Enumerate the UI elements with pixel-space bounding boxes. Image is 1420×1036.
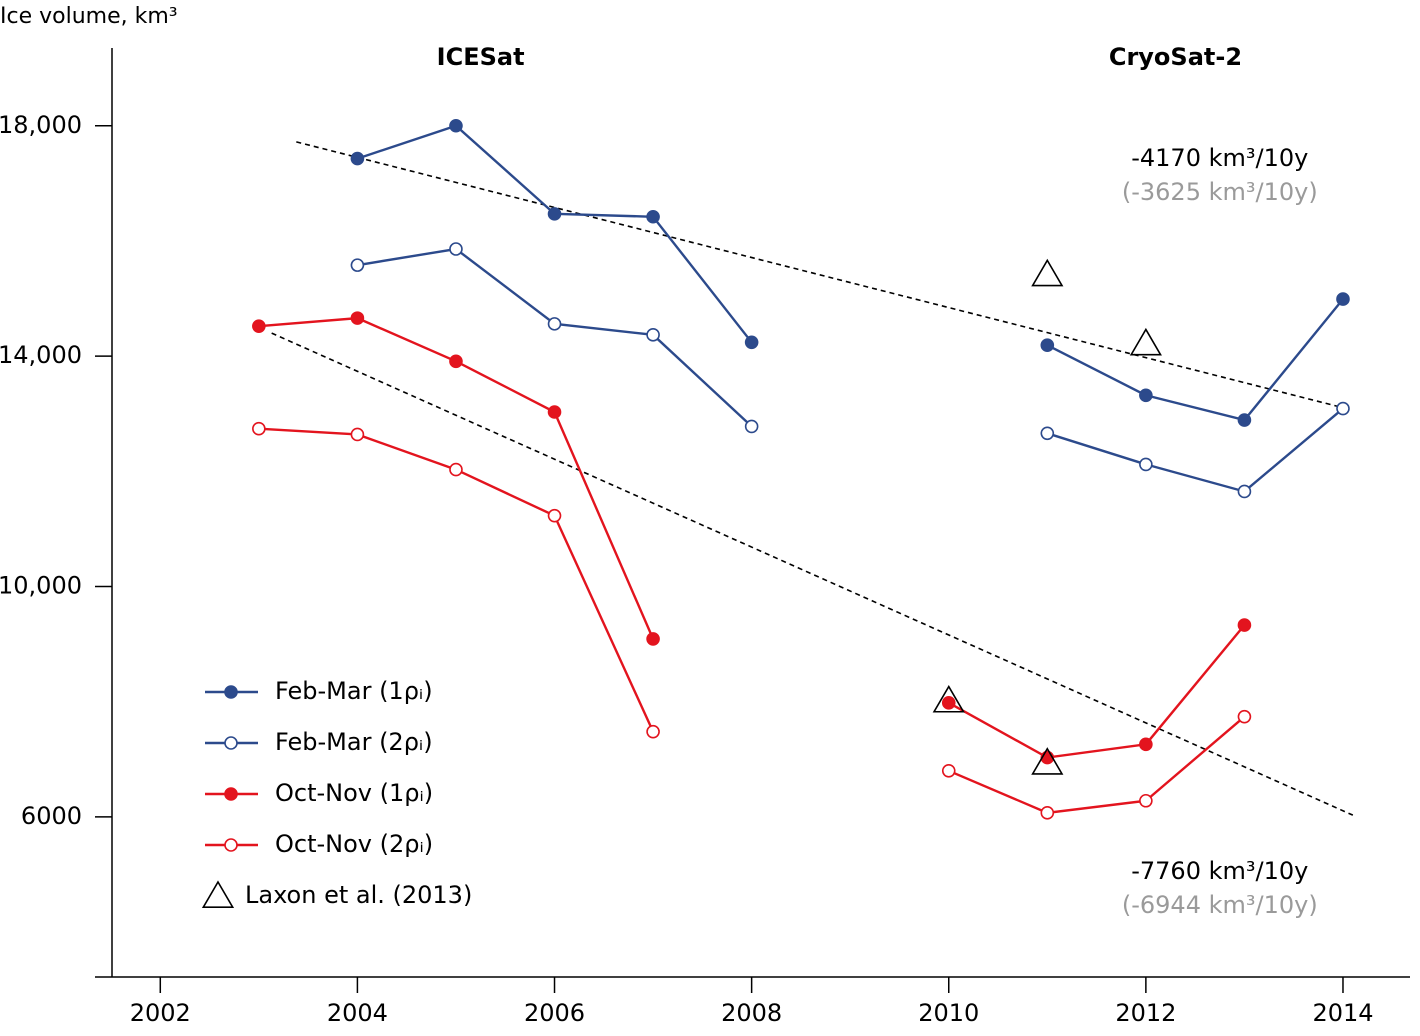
data-point — [1129, 327, 1162, 356]
data-point — [1040, 806, 1055, 820]
data-point — [1237, 709, 1252, 724]
data-point — [547, 405, 562, 419]
data-point — [1237, 413, 1252, 427]
data-point — [1031, 258, 1064, 287]
data-point — [547, 207, 562, 221]
data-point — [449, 462, 463, 477]
x-tick-label: 2006 — [524, 999, 585, 1027]
annotation: ICESat — [437, 43, 525, 71]
y-axis-label: Ice volume, km³ — [0, 4, 178, 29]
data-point — [1336, 292, 1350, 306]
data-point — [646, 209, 660, 224]
legend-label: Feb-Mar (1ρᵢ) — [275, 677, 433, 705]
data-point — [547, 317, 562, 331]
data-point — [1237, 484, 1252, 499]
data-point — [646, 724, 660, 739]
data-point — [449, 354, 463, 369]
legend-marker — [224, 736, 238, 750]
data-point — [252, 319, 266, 333]
annotation: (-6944 km³/10y) — [1122, 891, 1318, 919]
data-point — [1139, 457, 1153, 472]
legend-label: Oct-Nov (2ρᵢ) — [275, 830, 433, 858]
y-tick-label: 18,000 — [0, 111, 82, 139]
data-point — [350, 151, 365, 166]
data-point — [1040, 338, 1055, 352]
data-point — [1031, 747, 1064, 775]
x-tick-label: 2002 — [130, 999, 191, 1027]
data-point — [744, 419, 759, 434]
y-tick-label: 14,000 — [0, 341, 82, 369]
y-tick-label: 10,000 — [0, 572, 82, 600]
trend-line — [296, 141, 1352, 411]
y-tick-label: 6000 — [21, 802, 82, 830]
x-tick-label: 2004 — [327, 999, 388, 1027]
data-point — [547, 508, 562, 523]
legend-marker — [224, 787, 238, 801]
data-point — [1139, 737, 1153, 752]
legend-label: Laxon et al. (2013) — [245, 881, 472, 909]
data-point — [449, 118, 463, 133]
data-point — [646, 328, 660, 342]
x-tick-label: 2008 — [721, 999, 782, 1027]
data-point — [1139, 388, 1153, 403]
data-point — [350, 311, 365, 325]
data-point — [350, 427, 365, 442]
legend-marker — [224, 838, 238, 852]
data-point — [1139, 793, 1153, 808]
data-point — [941, 696, 956, 710]
data-point — [932, 684, 965, 713]
legend-label: Feb-Mar (2ρᵢ) — [275, 728, 433, 756]
x-tick-label: 2010 — [918, 999, 979, 1027]
x-tick-label: 2014 — [1312, 999, 1373, 1027]
legend-marker — [201, 880, 235, 908]
annotation: CryoSat-2 — [1109, 43, 1242, 71]
data-point — [744, 335, 759, 350]
annotation: -4170 km³/10y — [1131, 144, 1308, 172]
data-point — [646, 632, 660, 646]
data-point — [350, 258, 365, 272]
x-tick-label: 2012 — [1115, 999, 1176, 1027]
data-point — [1336, 401, 1350, 416]
data-point — [1237, 618, 1252, 632]
data-point — [941, 764, 956, 778]
legend-label: Oct-Nov (1ρᵢ) — [275, 779, 433, 807]
data-point — [252, 421, 266, 436]
annotation: (-3625 km³/10y) — [1122, 178, 1318, 206]
data-point — [1040, 426, 1055, 441]
legend-marker — [224, 685, 238, 699]
annotation: -7760 km³/10y — [1131, 857, 1308, 885]
data-point — [1040, 750, 1055, 765]
data-point — [449, 242, 463, 256]
